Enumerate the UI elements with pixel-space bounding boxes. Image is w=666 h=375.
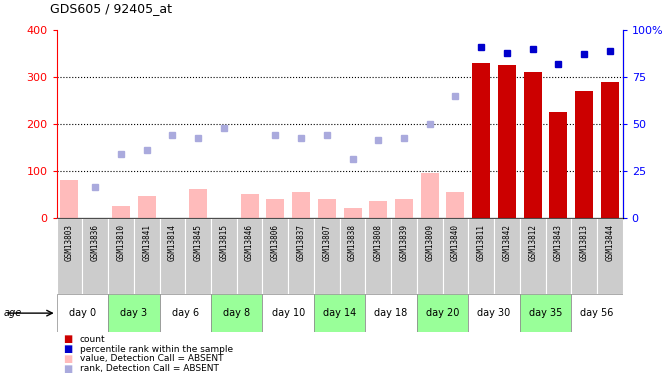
- Text: GSM13840: GSM13840: [451, 224, 460, 261]
- Text: day 20: day 20: [426, 308, 460, 318]
- Bar: [288, 217, 314, 294]
- Text: day 56: day 56: [580, 308, 613, 318]
- Bar: [185, 217, 211, 294]
- Bar: [138, 196, 156, 217]
- Text: day 6: day 6: [172, 308, 199, 318]
- Text: day 10: day 10: [272, 308, 305, 318]
- Text: GSM13808: GSM13808: [374, 224, 383, 261]
- Text: GSM13846: GSM13846: [245, 224, 254, 261]
- Text: age: age: [3, 308, 21, 318]
- Bar: [571, 294, 623, 332]
- Bar: [236, 217, 262, 294]
- Bar: [292, 192, 310, 217]
- Bar: [83, 217, 108, 294]
- Bar: [369, 201, 387, 217]
- Bar: [597, 217, 623, 294]
- Text: GSM13807: GSM13807: [322, 224, 331, 261]
- Bar: [519, 294, 571, 332]
- Bar: [571, 217, 597, 294]
- Bar: [61, 180, 79, 218]
- Bar: [340, 217, 366, 294]
- Bar: [318, 199, 336, 217]
- Text: count: count: [80, 335, 105, 344]
- Text: day 8: day 8: [223, 308, 250, 318]
- Text: GSM13815: GSM13815: [219, 224, 228, 261]
- Bar: [498, 65, 516, 218]
- Bar: [262, 217, 288, 294]
- Text: GSM13811: GSM13811: [477, 224, 486, 261]
- Bar: [108, 294, 160, 332]
- Bar: [266, 199, 284, 217]
- Bar: [601, 82, 619, 218]
- Text: percentile rank within the sample: percentile rank within the sample: [80, 345, 233, 354]
- Bar: [160, 294, 211, 332]
- Text: GDS605 / 92405_at: GDS605 / 92405_at: [50, 2, 172, 15]
- Text: day 18: day 18: [374, 308, 408, 318]
- Bar: [108, 217, 134, 294]
- Text: ■: ■: [63, 334, 73, 344]
- Bar: [417, 294, 468, 332]
- Bar: [57, 217, 83, 294]
- Bar: [421, 173, 439, 217]
- Text: GSM13809: GSM13809: [425, 224, 434, 261]
- Text: GSM13845: GSM13845: [194, 224, 202, 261]
- Bar: [417, 217, 443, 294]
- Bar: [366, 294, 417, 332]
- Text: rank, Detection Call = ABSENT: rank, Detection Call = ABSENT: [80, 364, 219, 373]
- Bar: [211, 217, 236, 294]
- Bar: [443, 217, 468, 294]
- Bar: [262, 294, 314, 332]
- Bar: [314, 217, 340, 294]
- Bar: [468, 294, 519, 332]
- Text: day 14: day 14: [323, 308, 356, 318]
- Bar: [112, 206, 130, 218]
- Bar: [211, 294, 262, 332]
- Text: day 35: day 35: [529, 308, 562, 318]
- Bar: [519, 217, 545, 294]
- Bar: [468, 217, 494, 294]
- Bar: [57, 294, 108, 332]
- Text: GSM13814: GSM13814: [168, 224, 177, 261]
- Bar: [549, 112, 567, 218]
- Text: ■: ■: [63, 364, 73, 374]
- Text: GSM13839: GSM13839: [400, 224, 408, 261]
- Text: GSM13812: GSM13812: [528, 224, 537, 261]
- Bar: [446, 192, 464, 217]
- Text: ■: ■: [63, 354, 73, 364]
- Bar: [189, 189, 207, 217]
- Text: ■: ■: [63, 344, 73, 354]
- Text: day 3: day 3: [121, 308, 147, 318]
- Text: GSM13810: GSM13810: [117, 224, 125, 261]
- Text: GSM13836: GSM13836: [91, 224, 100, 261]
- Text: GSM13842: GSM13842: [502, 224, 511, 261]
- Text: GSM13843: GSM13843: [554, 224, 563, 261]
- Text: GSM13838: GSM13838: [348, 224, 357, 261]
- Bar: [391, 217, 417, 294]
- Bar: [575, 91, 593, 218]
- Bar: [494, 217, 519, 294]
- Text: GSM13844: GSM13844: [605, 224, 614, 261]
- Text: GSM13841: GSM13841: [142, 224, 151, 261]
- Bar: [134, 217, 160, 294]
- Bar: [472, 63, 490, 217]
- Bar: [523, 72, 541, 217]
- Text: value, Detection Call = ABSENT: value, Detection Call = ABSENT: [80, 354, 223, 363]
- Text: GSM13803: GSM13803: [65, 224, 74, 261]
- Bar: [314, 294, 366, 332]
- Bar: [545, 217, 571, 294]
- Bar: [344, 208, 362, 218]
- Text: day 0: day 0: [69, 308, 96, 318]
- Text: GSM13837: GSM13837: [296, 224, 306, 261]
- Bar: [240, 194, 258, 217]
- Text: GSM13806: GSM13806: [271, 224, 280, 261]
- Bar: [160, 217, 185, 294]
- Text: GSM13813: GSM13813: [579, 224, 589, 261]
- Text: day 30: day 30: [478, 308, 511, 318]
- Bar: [366, 217, 391, 294]
- Bar: [395, 199, 413, 217]
